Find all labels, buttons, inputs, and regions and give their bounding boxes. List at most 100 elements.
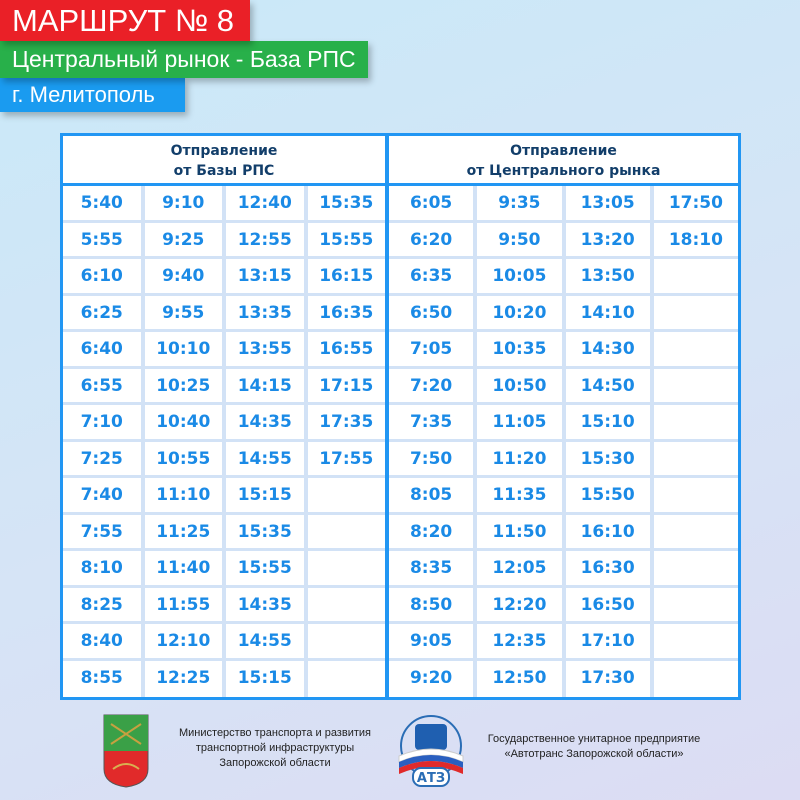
table-row: 6:20 9:50 13:20 18:10 bbox=[389, 222, 738, 259]
departure-time: 10:35 bbox=[477, 332, 566, 366]
ministry-name: Запорожской области bbox=[219, 757, 331, 769]
departure-time: 14:15 bbox=[226, 368, 308, 402]
table-row: 8:35 12:05 16:30 bbox=[389, 551, 738, 588]
departure-time: 16:35 bbox=[319, 302, 374, 323]
departure-time bbox=[308, 588, 386, 622]
table-row: 8:10 11:40 15:55 bbox=[63, 551, 385, 588]
table-row: 7:55 11:25 15:35 bbox=[63, 514, 386, 551]
departure-time: 11:05 bbox=[477, 405, 566, 439]
table-row: 6:10 9:40 13:15 16:15 bbox=[63, 259, 385, 296]
departure-time: 9:35 bbox=[477, 186, 566, 220]
departure-time bbox=[654, 405, 738, 439]
header-line: от Базы РПС bbox=[173, 163, 275, 179]
route-number-banner: МАРШРУТ № 8 bbox=[0, 0, 250, 41]
departure-time: 17:15 bbox=[319, 375, 374, 396]
departure-time: 15:15 bbox=[226, 478, 308, 512]
departure-time bbox=[654, 259, 738, 293]
table-row: 8:20 11:50 16:10 bbox=[389, 514, 738, 551]
departure-time: 12:05 bbox=[477, 551, 566, 585]
departure-time bbox=[308, 515, 386, 549]
table-header: Отправление от Базы РПС bbox=[63, 136, 385, 186]
departure-time: 6:35 bbox=[389, 259, 478, 293]
departure-time: 8:20 bbox=[389, 514, 478, 548]
departure-time: 8:50 bbox=[389, 587, 478, 621]
departure-time: 13:55 bbox=[226, 332, 308, 366]
departure-time: 8:35 bbox=[389, 551, 478, 585]
departure-time: 17:50 bbox=[668, 193, 723, 213]
departure-time: 16:55 bbox=[319, 339, 374, 359]
departure-time: 7:20 bbox=[389, 368, 478, 402]
departure-time: 10:25 bbox=[145, 368, 226, 402]
departure-time: 15:30 bbox=[566, 441, 654, 475]
table-row: 6:25 9:55 13:35 16:35 bbox=[63, 295, 385, 332]
departure-time: 12:50 bbox=[477, 660, 566, 697]
table-row: 6:05 9:35 13:05 17:50 bbox=[389, 186, 738, 223]
table-row: 7:25 10:55 14:55 17:55 bbox=[63, 441, 385, 478]
table-row: 8:40 12:10 14:55 bbox=[63, 624, 385, 661]
departure-time: 10:10 bbox=[145, 332, 226, 366]
ministry-name: Министерство транспорта и развития bbox=[179, 727, 371, 739]
departure-time: 6:25 bbox=[63, 295, 145, 329]
departure-time: 8:10 bbox=[63, 551, 145, 585]
departure-time: 15:10 bbox=[566, 405, 654, 439]
departure-time bbox=[654, 442, 738, 476]
table-row: 8:50 12:20 16:50 bbox=[389, 587, 738, 624]
departure-time: 13:35 bbox=[226, 295, 308, 329]
table-row: 7:20 10:50 14:50 bbox=[389, 368, 738, 405]
departure-time: 16:50 bbox=[566, 587, 654, 621]
departure-time: 10:05 bbox=[477, 259, 566, 293]
departure-time: 12:25 bbox=[145, 660, 226, 697]
departure-time: 7:25 bbox=[63, 441, 145, 475]
departure-time bbox=[654, 588, 738, 622]
footer: Министерство транспорта и развития транс… bbox=[0, 712, 800, 792]
departure-time: 10:40 bbox=[145, 405, 226, 439]
departure-time bbox=[654, 515, 738, 549]
departure-time: 9:20 bbox=[389, 660, 478, 697]
departure-time: 12:40 bbox=[226, 186, 308, 220]
departure-time: 10:55 bbox=[145, 441, 226, 475]
coat-of-arms-icon bbox=[103, 714, 149, 788]
departure-time bbox=[308, 478, 386, 512]
table-row: 6:55 10:25 14:15 17:15 bbox=[63, 368, 385, 405]
departure-time: 7:10 bbox=[63, 405, 145, 439]
table-row: 6:40 10:10 13:55 16:55 bbox=[63, 332, 385, 369]
departure-time: 14:50 bbox=[566, 368, 654, 402]
departure-time: 11:20 bbox=[477, 441, 566, 475]
departure-time: 14:55 bbox=[226, 441, 308, 475]
departure-time: 14:35 bbox=[226, 587, 308, 621]
departure-time: 6:05 bbox=[389, 186, 478, 220]
departure-time: 9:25 bbox=[145, 222, 226, 256]
departure-time bbox=[654, 296, 738, 330]
departure-time: 7:55 bbox=[63, 514, 145, 548]
table-row: 5:40 9:10 12:40 15:35 bbox=[63, 186, 385, 223]
table-row: 8:55 12:25 15:15 bbox=[63, 660, 385, 697]
departure-time: 9:50 bbox=[477, 222, 566, 256]
departure-time: 15:35 bbox=[226, 514, 308, 548]
departure-time: 7:50 bbox=[389, 441, 478, 475]
company-name: «Автотранс Запорожской области» bbox=[504, 748, 684, 760]
departure-time: 13:20 bbox=[566, 222, 654, 256]
departure-time: 16:15 bbox=[319, 266, 374, 286]
table-row: 9:05 12:35 17:10 bbox=[389, 624, 738, 661]
header-line: Отправление bbox=[510, 143, 617, 159]
departure-time: 12:20 bbox=[477, 587, 566, 621]
departure-time: 14:55 bbox=[226, 624, 308, 658]
table-row: 7:50 11:20 15:30 bbox=[389, 441, 738, 478]
header-line: Отправление bbox=[170, 143, 278, 159]
departure-time: 14:35 bbox=[226, 405, 308, 439]
departure-time: 6:10 bbox=[63, 259, 145, 293]
table-header: Отправление от Центрального рынка bbox=[389, 136, 738, 186]
departure-time: 11:25 bbox=[145, 514, 226, 548]
route-name-banner: Центральный рынок - База РПС bbox=[0, 41, 368, 78]
header-line: от Центрального рынка bbox=[466, 163, 661, 179]
table-row: 5:55 9:25 12:55 15:55 bbox=[63, 222, 385, 259]
svg-text:АТЗ: АТЗ bbox=[417, 771, 445, 786]
departure-time bbox=[308, 551, 386, 585]
departure-time: 15:50 bbox=[566, 478, 654, 512]
departure-time: 12:35 bbox=[477, 624, 566, 658]
departure-time: 15:35 bbox=[319, 193, 374, 213]
departure-time: 15:55 bbox=[226, 551, 308, 585]
atz-logo-icon: АТЗ bbox=[398, 715, 464, 787]
departure-time: 17:35 bbox=[319, 412, 374, 432]
departure-time: 11:40 bbox=[145, 551, 226, 585]
